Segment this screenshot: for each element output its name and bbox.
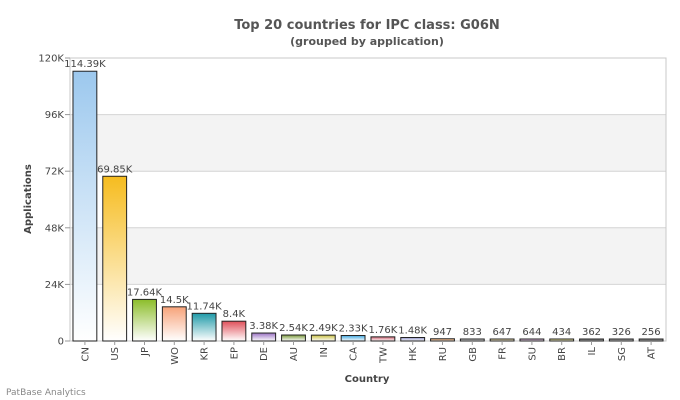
chart-title: Top 20 countries for IPC class: G06N — [234, 18, 500, 33]
data-label-in: 2.49K — [309, 323, 338, 334]
bar-cn[interactable] — [72, 70, 98, 342]
y-tick-label: 48K — [45, 223, 65, 234]
x-tick-label-au: AU — [289, 347, 300, 361]
y-tick-label: 24K — [45, 280, 65, 291]
data-label-kr: 11.74K — [187, 301, 223, 312]
x-axis-title: Country — [345, 374, 390, 385]
data-label-fr: 647 — [493, 327, 512, 338]
grid-band — [70, 227, 666, 285]
grid-bands — [70, 114, 666, 285]
bar-gb[interactable] — [459, 338, 485, 342]
data-label-cn: 114.39K — [64, 59, 106, 70]
bar-br[interactable] — [549, 338, 575, 342]
data-label-br: 434 — [552, 327, 571, 338]
x-tick-label-sg: SG — [617, 347, 628, 361]
bar-su[interactable] — [519, 338, 545, 342]
data-label-wo: 14.5K — [160, 295, 189, 306]
y-axis-ticks: 0 24K 48K 72K 96K 120K — [38, 54, 70, 348]
x-tick-label-fr: FR — [498, 347, 509, 360]
x-tick-label-tw: TW — [378, 347, 389, 364]
x-tick-label-ru: RU — [438, 347, 449, 361]
bar-ep[interactable] — [221, 320, 247, 342]
bar-wo[interactable] — [161, 306, 187, 342]
x-tick-label-jp: JP — [140, 347, 151, 357]
bar-in[interactable] — [310, 334, 336, 342]
data-label-at: 256 — [642, 327, 661, 338]
data-label-ru: 947 — [433, 327, 452, 338]
x-tick-label-us: US — [110, 347, 121, 361]
x-tick-label-cn: CN — [80, 347, 91, 361]
data-label-sg: 326 — [612, 327, 631, 338]
bar-de[interactable] — [251, 332, 277, 342]
x-tick-label-hk: HK — [408, 347, 419, 362]
y-tick-label: 0 — [58, 337, 64, 348]
y-tick-label: 72K — [45, 167, 65, 178]
bar-at[interactable] — [638, 338, 664, 342]
grid-band — [70, 114, 666, 172]
bar-us[interactable] — [102, 175, 128, 342]
x-tick-label-su: SU — [527, 347, 538, 361]
bar-il[interactable] — [579, 338, 604, 342]
footer-credit: PatBase Analytics — [6, 388, 86, 398]
y-axis-title: Applications — [23, 164, 34, 234]
data-label-de: 3.38K — [249, 321, 278, 332]
bar-ru[interactable] — [430, 338, 455, 342]
bar-au[interactable] — [281, 334, 306, 342]
bar-hk[interactable] — [400, 337, 426, 342]
data-label-su: 644 — [522, 327, 541, 338]
bar-kr[interactable] — [191, 312, 217, 342]
x-tick-label-de: DE — [259, 347, 270, 361]
bars — [72, 70, 664, 342]
data-label-hk: 1.48K — [398, 326, 427, 337]
x-tick-label-ca: CA — [349, 347, 360, 361]
data-label-au: 2.54K — [279, 323, 308, 334]
bar-sg[interactable] — [608, 338, 634, 342]
x-axis-ticks: CN US JP WO KR EP DE AU IN CA TW HK RU GB FR SU BR IL SG AT — [80, 341, 658, 365]
x-tick-label-il: IL — [587, 347, 598, 356]
x-tick-label-br: BR — [557, 347, 568, 361]
y-tick-label: 120K — [38, 54, 64, 65]
data-label-il: 362 — [582, 327, 601, 338]
data-label-ep: 8.4K — [223, 309, 246, 320]
bar-tw[interactable] — [370, 336, 396, 342]
data-label-gb: 833 — [463, 327, 482, 338]
bar-fr[interactable] — [489, 338, 515, 342]
x-tick-label-kr: KR — [200, 347, 211, 361]
y-tick-label: 96K — [45, 110, 65, 121]
data-label-jp: 17.64K — [127, 287, 163, 298]
x-tick-label-gb: GB — [468, 347, 479, 362]
chart-subtitle: (grouped by application) — [290, 35, 444, 48]
bar-ca[interactable] — [340, 335, 366, 342]
data-label-tw: 1.76K — [368, 325, 397, 336]
x-tick-label-at: AT — [647, 346, 658, 359]
data-label-us: 69.85K — [97, 164, 133, 175]
plot-area — [69, 57, 667, 342]
x-tick-label-ep: EP — [229, 347, 240, 359]
bar-jp[interactable] — [132, 298, 157, 342]
x-tick-label-wo: WO — [170, 347, 181, 365]
x-tick-label-in: IN — [319, 347, 330, 357]
data-label-ca: 2.33K — [339, 324, 368, 335]
